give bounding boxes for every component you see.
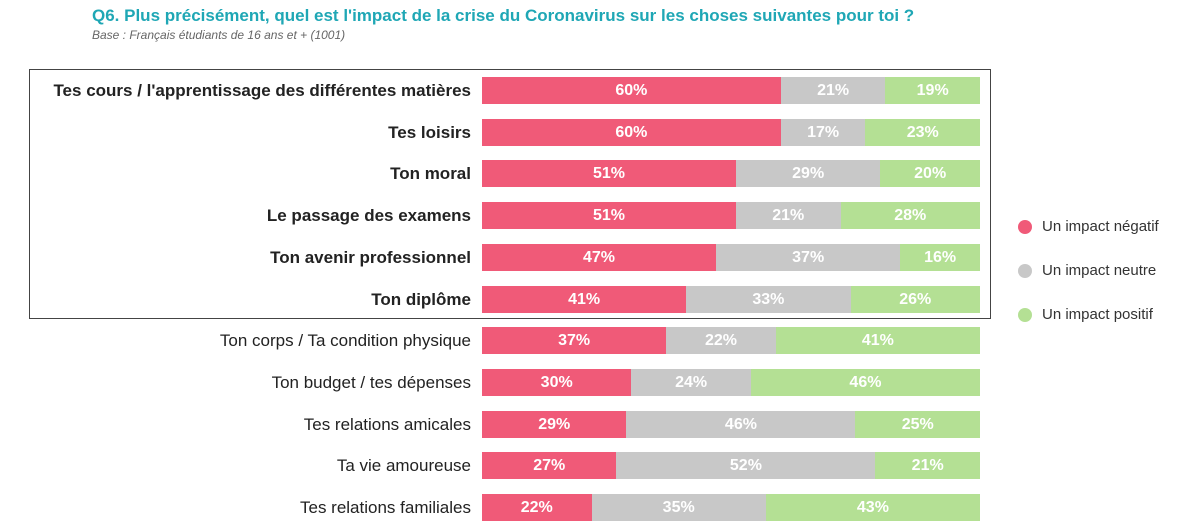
category-label: Ta vie amoureuse — [336, 456, 471, 475]
bar-segment-positive: 21% — [875, 452, 980, 479]
bar-segment-neutral: 33% — [686, 286, 851, 313]
bar-segment-negative: 51% — [482, 160, 736, 187]
bar-row: Tes relations amicales 29% 46% 25% — [0, 411, 1192, 438]
category-label: Tes cours / l'apprentissage des différen… — [53, 81, 471, 100]
bar-segment-positive: 20% — [880, 160, 980, 187]
category-label: Ton corps / Ta condition physique — [219, 331, 471, 350]
bar-segment-positive: 19% — [885, 77, 980, 104]
legend-swatch — [1018, 308, 1032, 322]
bar-segment-positive: 43% — [765, 494, 980, 521]
bar-segment-neutral: 24% — [631, 369, 751, 396]
category-label: Ton avenir professionnel — [270, 248, 471, 267]
bar-segment-negative: 41% — [482, 286, 687, 313]
bar-segment-positive: 23% — [865, 119, 980, 146]
bar-segment-positive: 46% — [750, 369, 980, 396]
bar-segment-neutral: 35% — [591, 494, 766, 521]
bar-segment-negative: 51% — [482, 202, 736, 229]
chart-subtitle: Base : Français étudiants de 16 ans et +… — [92, 28, 346, 42]
stacked-bar: 22% 35% 43% — [482, 494, 980, 521]
legend-label: Un impact négatif — [1042, 218, 1159, 235]
bar-row: Ton corps / Ta condition physique 37% 22% 4… — [0, 327, 1192, 354]
bar-segment-neutral: 29% — [735, 160, 881, 187]
bar-row: Ta vie amoureuse 27% 52% 21% — [0, 452, 1192, 479]
bar-segment-negative: 47% — [482, 244, 717, 271]
bar-segment-neutral: 37% — [716, 244, 901, 271]
bar-row: Ton moral 51% 29% 20% — [0, 160, 1192, 187]
stacked-bar: 60% 17% 23% — [482, 119, 980, 146]
bar-segment-negative: 30% — [482, 369, 632, 396]
legend-swatch — [1018, 264, 1032, 278]
highlight-box — [29, 69, 991, 319]
legend-label: Un impact neutre — [1042, 262, 1157, 279]
stacked-bar: 51% 29% 20% — [482, 160, 980, 187]
bar-segment-negative: 29% — [482, 411, 627, 438]
bar-segment-negative: 22% — [482, 494, 592, 521]
stacked-bar: 27% 52% 21% — [482, 452, 980, 479]
bar-row: Tes loisirs 60% 17% 23% — [0, 119, 1192, 146]
stacked-bar: 37% 22% 41% — [482, 327, 980, 354]
legend-label: Un impact positif — [1042, 306, 1153, 323]
bar-segment-positive: 26% — [850, 286, 980, 313]
bar-row: Ton budget / tes dépenses 30% 24% 46% — [0, 369, 1192, 396]
stacked-bar: 47% 37% 16% — [482, 244, 980, 271]
category-label: Tes relations familiales — [299, 498, 471, 517]
bar-segment-positive: 25% — [855, 411, 980, 438]
category-label: Tes loisirs — [388, 123, 471, 142]
bar-segment-negative: 37% — [482, 327, 667, 354]
stacked-bar: 60% 21% 19% — [482, 77, 980, 104]
category-label: Ton moral — [390, 164, 471, 183]
stacked-bar: 41% 33% 26% — [482, 286, 980, 313]
bar-row: Tes cours / l'apprentissage des différen… — [0, 77, 1192, 104]
bar-segment-positive: 41% — [775, 327, 980, 354]
bar-segment-neutral: 21% — [735, 202, 841, 229]
bar-segment-positive: 28% — [840, 202, 980, 229]
bar-row: Ton avenir professionnel 47% 37% 16% — [0, 244, 1192, 271]
bar-segment-neutral: 22% — [666, 327, 776, 354]
bar-segment-negative: 60% — [482, 77, 781, 104]
stacked-bar: 51% 21% 28% — [482, 202, 980, 229]
bar-segment-positive: 16% — [900, 244, 980, 271]
bar-segment-negative: 60% — [482, 119, 781, 146]
category-label: Ton diplôme — [371, 290, 471, 309]
bar-segment-neutral: 46% — [626, 411, 856, 438]
category-label: Tes relations amicales — [303, 415, 471, 434]
bar-segment-neutral: 17% — [780, 119, 866, 146]
category-label: Ton budget / tes dépenses — [271, 373, 471, 392]
bar-row: Le passage des examens 51% 21% 28% — [0, 202, 1192, 229]
stacked-bar: 29% 46% 25% — [482, 411, 980, 438]
stacked-bar: 30% 24% 46% — [482, 369, 980, 396]
category-label: Le passage des examens — [266, 206, 471, 225]
legend-swatch — [1018, 220, 1032, 234]
chart-title: Q6. Plus précisément, quel est l'impact … — [92, 6, 915, 25]
bar-segment-neutral: 21% — [780, 77, 886, 104]
bar-row: Tes relations familiales 22% 35% 43% — [0, 494, 1192, 521]
bar-segment-negative: 27% — [482, 452, 617, 479]
bar-row: Ton diplôme 41% 33% 26% — [0, 286, 1192, 313]
bar-segment-neutral: 52% — [616, 452, 876, 479]
